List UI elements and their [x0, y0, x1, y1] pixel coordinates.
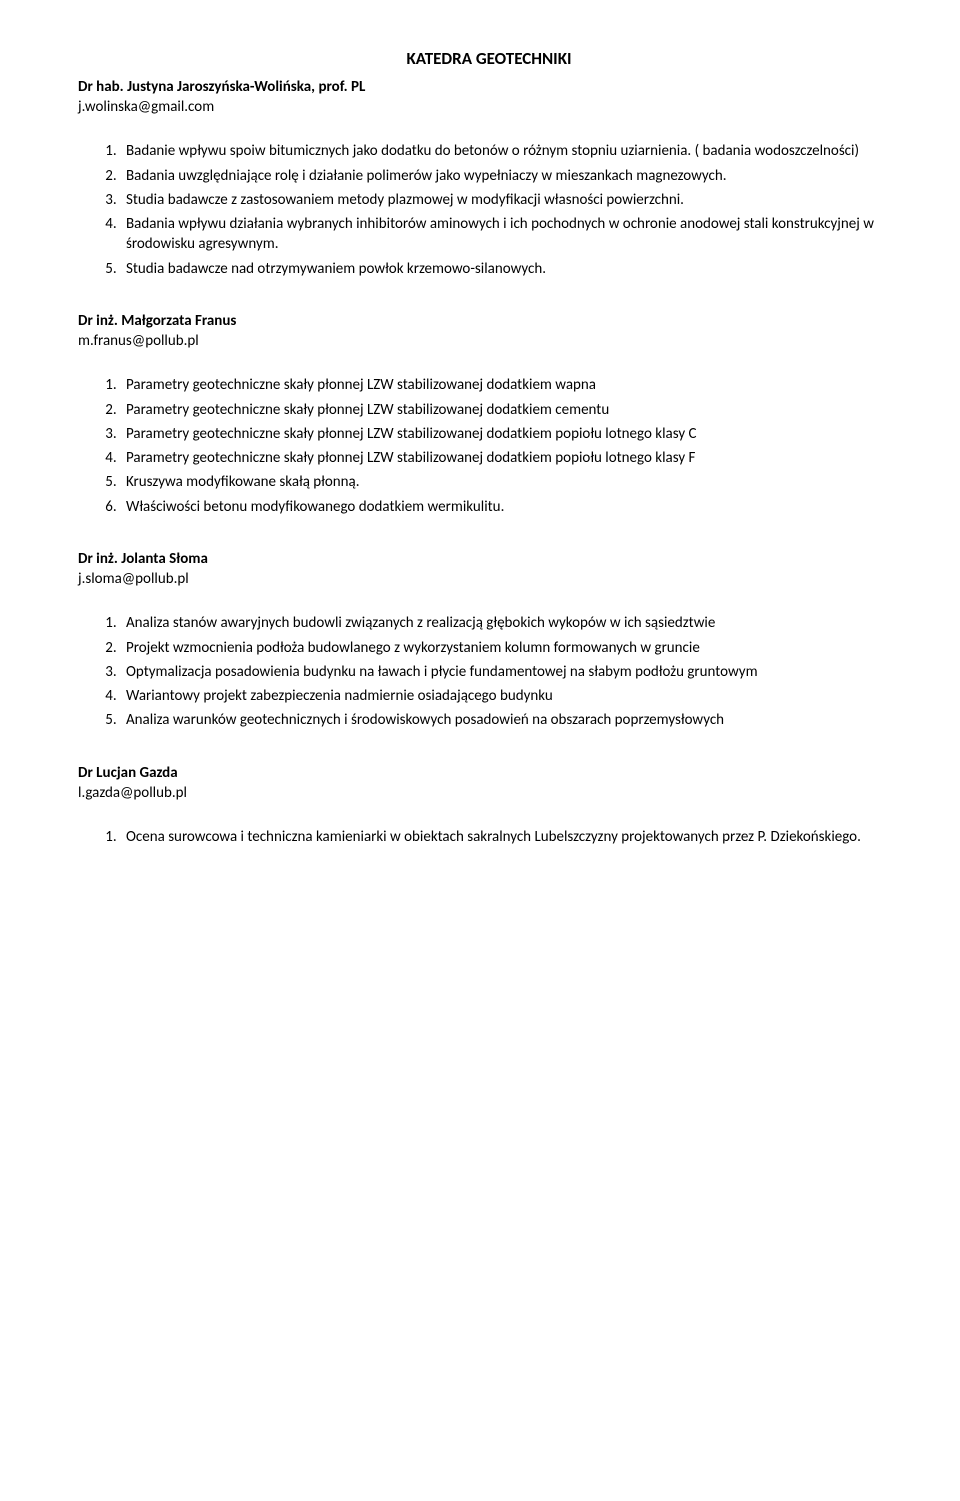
author-section: Dr inż. Małgorzata Franus m.franus@pollu… [78, 311, 900, 517]
author-email: m.franus@pollub.pl [78, 331, 900, 351]
list-item: Ocena surowcowa i techniczna kamieniarki… [120, 827, 900, 847]
author-name: Dr hab. Justyna Jaroszyńska-Wolińska, pr… [78, 77, 900, 97]
list-item: Badanie wpływu spoiw bitumicznych jako d… [120, 141, 900, 161]
list-item: Parametry geotechniczne skały płonnej LZ… [120, 448, 900, 468]
list-item: Badania uwzględniające rolę i działanie … [120, 166, 900, 186]
author-section: Dr hab. Justyna Jaroszyńska-Wolińska, pr… [78, 77, 900, 279]
author-email: j.sloma@pollub.pl [78, 569, 900, 589]
department-title: KATEDRA GEOTECHNIKI [78, 48, 900, 71]
author-email: j.wolinska@gmail.com [78, 97, 900, 117]
list-item: Studia badawcze z zastosowaniem metody p… [120, 190, 900, 210]
topic-list: Ocena surowcowa i techniczna kamieniarki… [78, 827, 900, 847]
list-item: Wariantowy projekt zabezpieczenia nadmie… [120, 686, 900, 706]
author-name: Dr Lucjan Gazda [78, 763, 900, 783]
list-item: Analiza stanów awaryjnych budowli związa… [120, 613, 900, 633]
author-name: Dr inż. Jolanta Słoma [78, 549, 900, 569]
list-item: Badania wpływu działania wybranych inhib… [120, 214, 900, 255]
list-item: Optymalizacja posadowienia budynku na ła… [120, 662, 900, 682]
list-item: Projekt wzmocnienia podłoża budowlanego … [120, 638, 900, 658]
list-item: Właściwości betonu modyfikowanego dodatk… [120, 497, 900, 517]
topic-list: Parametry geotechniczne skały płonnej LZ… [78, 375, 900, 517]
author-email: l.gazda@pollub.pl [78, 783, 900, 803]
author-section: Dr inż. Jolanta Słoma j.sloma@pollub.pl … [78, 549, 900, 731]
list-item: Parametry geotechniczne skały płonnej LZ… [120, 400, 900, 420]
list-item: Parametry geotechniczne skały płonnej LZ… [120, 375, 900, 395]
author-name: Dr inż. Małgorzata Franus [78, 311, 900, 331]
list-item: Parametry geotechniczne skały płonnej LZ… [120, 424, 900, 444]
list-item: Studia badawcze nad otrzymywaniem powłok… [120, 259, 900, 279]
list-item: Kruszywa modyfikowane skałą płonną. [120, 472, 900, 492]
list-item: Analiza warunków geotechnicznych i środo… [120, 710, 900, 730]
topic-list: Badanie wpływu spoiw bitumicznych jako d… [78, 141, 900, 279]
topic-list: Analiza stanów awaryjnych budowli związa… [78, 613, 900, 730]
author-section: Dr Lucjan Gazda l.gazda@pollub.pl Ocena … [78, 763, 900, 848]
